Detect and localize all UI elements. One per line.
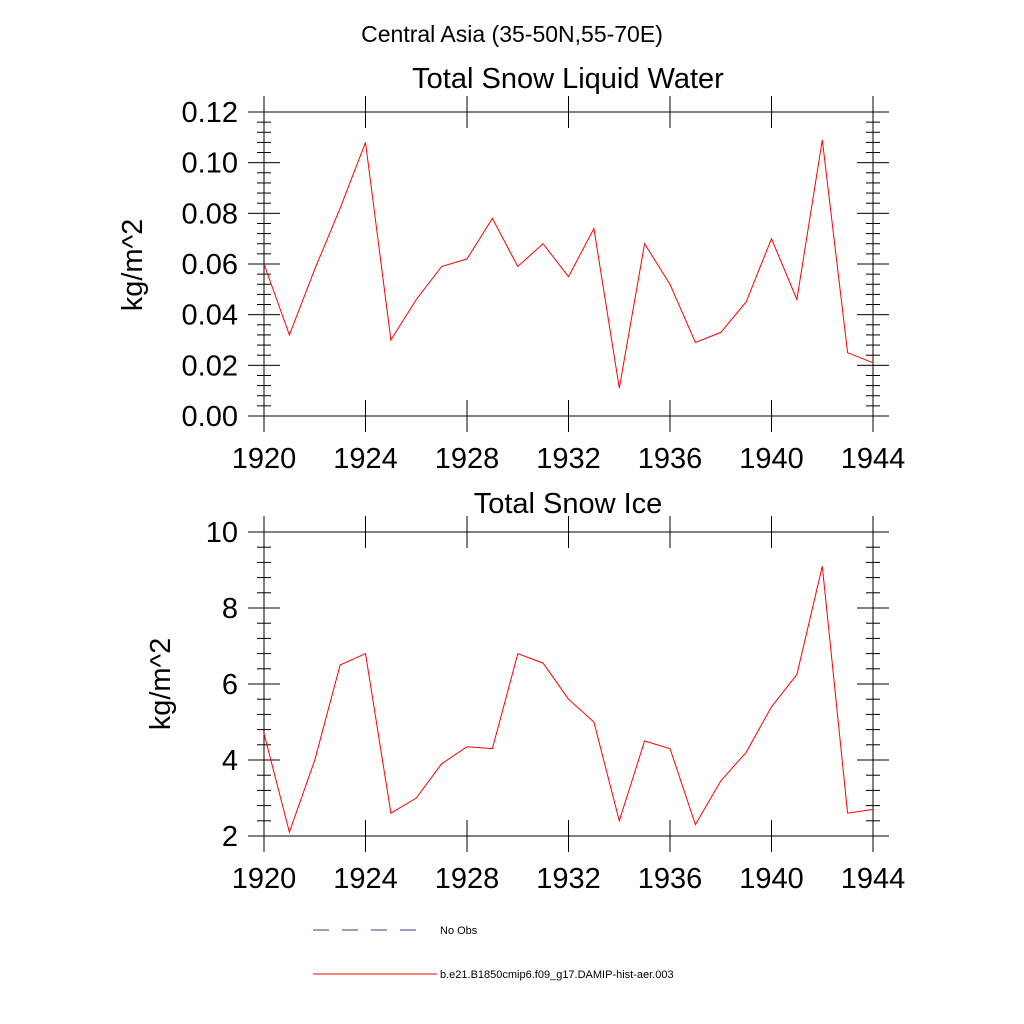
x-tick-label: 1944: [841, 443, 906, 475]
x-tick-label: 1936: [638, 443, 703, 475]
y-tick-label: 0.04: [182, 300, 238, 332]
y-tick-label: 0.12: [182, 97, 238, 129]
y-tick-label: 0.08: [182, 198, 238, 230]
series-group: [263, 139, 874, 389]
legend-entry-no-obs: No Obs: [313, 925, 478, 937]
y-tick-label: 0.02: [182, 350, 238, 382]
x-tick-label: 1920: [232, 443, 297, 475]
y-tick-label: 2: [222, 821, 238, 853]
panel-snow-ice: Total Snow Ice kg/m^2 1920 1924 1928 1932 19…: [145, 488, 905, 895]
x-tick-label: 1924: [333, 443, 398, 475]
legend-entry-model: b.e21.B1850cmip6.f09_g17.DAMIP-hist-aer.…: [313, 969, 674, 981]
y-tick-label: 10: [206, 517, 238, 549]
series-line: [263, 139, 874, 389]
legend: No Obs b.e21.B1850cmip6.f09_g17.DAMIP-hi…: [313, 925, 674, 981]
figure-title: Central Asia (35-50N,55-70E): [361, 21, 663, 47]
axes-ticks: 1920 1924 1928 1932 1936 1940 1944 0.00 0.02 0.04…: [182, 96, 906, 475]
x-tick-label: 1928: [435, 443, 500, 475]
y-tick-label: 8: [222, 593, 238, 625]
panel-title: Total Snow Ice: [474, 488, 663, 520]
y-tick-label: 6: [222, 669, 238, 701]
x-tick-label: 1932: [536, 863, 601, 895]
plot-frame: [263, 531, 874, 837]
legend-label: No Obs: [440, 925, 478, 937]
panel-snow-liquid-water: Total Snow Liquid Water kg/m^2 1920 1924 1…: [117, 63, 905, 475]
x-tick-label: 1940: [739, 443, 804, 475]
x-tick-label: 1944: [841, 863, 906, 895]
x-tick-label: 1932: [536, 443, 601, 475]
series-group: [263, 566, 874, 834]
y-axis-label: kg/m^2: [145, 638, 177, 731]
series-line: [263, 566, 874, 834]
y-tick-label: 0.10: [182, 148, 238, 180]
legend-label: b.e21.B1850cmip6.f09_g17.DAMIP-hist-aer.…: [440, 969, 674, 981]
x-tick-label: 1920: [232, 863, 297, 895]
panel-title: Total Snow Liquid Water: [412, 63, 724, 95]
y-tick-label: 0.00: [182, 401, 238, 433]
y-tick-label: 0.06: [182, 249, 238, 281]
x-tick-label: 1928: [435, 863, 500, 895]
y-tick-label: 4: [222, 745, 238, 777]
axes-ticks: 1920 1924 1928 1932 1936 1940 1944 2 4 6 8 10: [206, 516, 906, 895]
x-tick-label: 1936: [638, 863, 703, 895]
y-axis-label: kg/m^2: [117, 219, 149, 312]
x-tick-label: 1924: [333, 863, 398, 895]
x-tick-label: 1940: [739, 863, 804, 895]
